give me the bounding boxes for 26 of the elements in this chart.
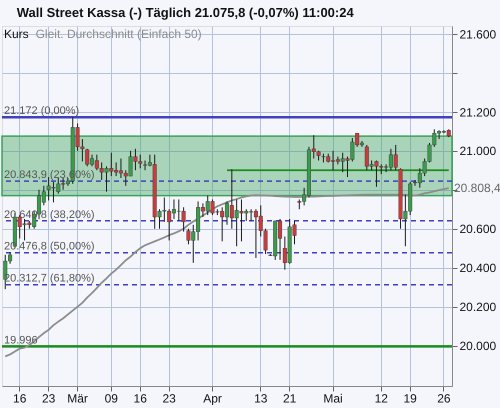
- x-tick-label: 13: [254, 392, 268, 406]
- x-tick-label: Mär: [67, 392, 88, 406]
- y-tick-label: 20.000: [460, 339, 497, 354]
- x-tick-label: 19: [404, 392, 418, 406]
- y-tick-label: 20.400: [460, 261, 497, 276]
- x-tick-label: 23: [162, 392, 176, 406]
- y-tick-label: 21.000: [460, 144, 497, 158]
- x-tick-label: 09: [104, 392, 118, 406]
- text: Kurs: [4, 27, 29, 41]
- x-tick-label: Mai: [323, 392, 343, 406]
- x-tick-label: 16: [134, 392, 148, 406]
- y-tick-label: 21.200: [460, 105, 497, 120]
- ref-line-label: 20.476,8 (50,00%): [4, 240, 95, 253]
- x-tick-label: 23: [42, 392, 56, 406]
- y-tick-label: 20.600: [460, 222, 497, 236]
- x-tick-label: 16: [13, 392, 27, 406]
- x-tick-label: 26: [437, 392, 451, 406]
- y-tick-label: 21.600: [460, 27, 497, 42]
- ref-line-label: 21.172 (0,00%): [4, 105, 80, 118]
- chart-title: Wall Street Kassa (-) Täglich 21.075,8 (-0,07%) 11:00:24: [16, 5, 354, 20]
- line-series: [4, 187, 450, 358]
- x-tick-label: Apr: [203, 392, 222, 406]
- y-tick-label: 20.200: [460, 300, 497, 314]
- x-tick-label: 21: [282, 392, 297, 406]
- x-tick-label: 12: [374, 392, 388, 406]
- text: 20.808,4: [454, 181, 500, 196]
